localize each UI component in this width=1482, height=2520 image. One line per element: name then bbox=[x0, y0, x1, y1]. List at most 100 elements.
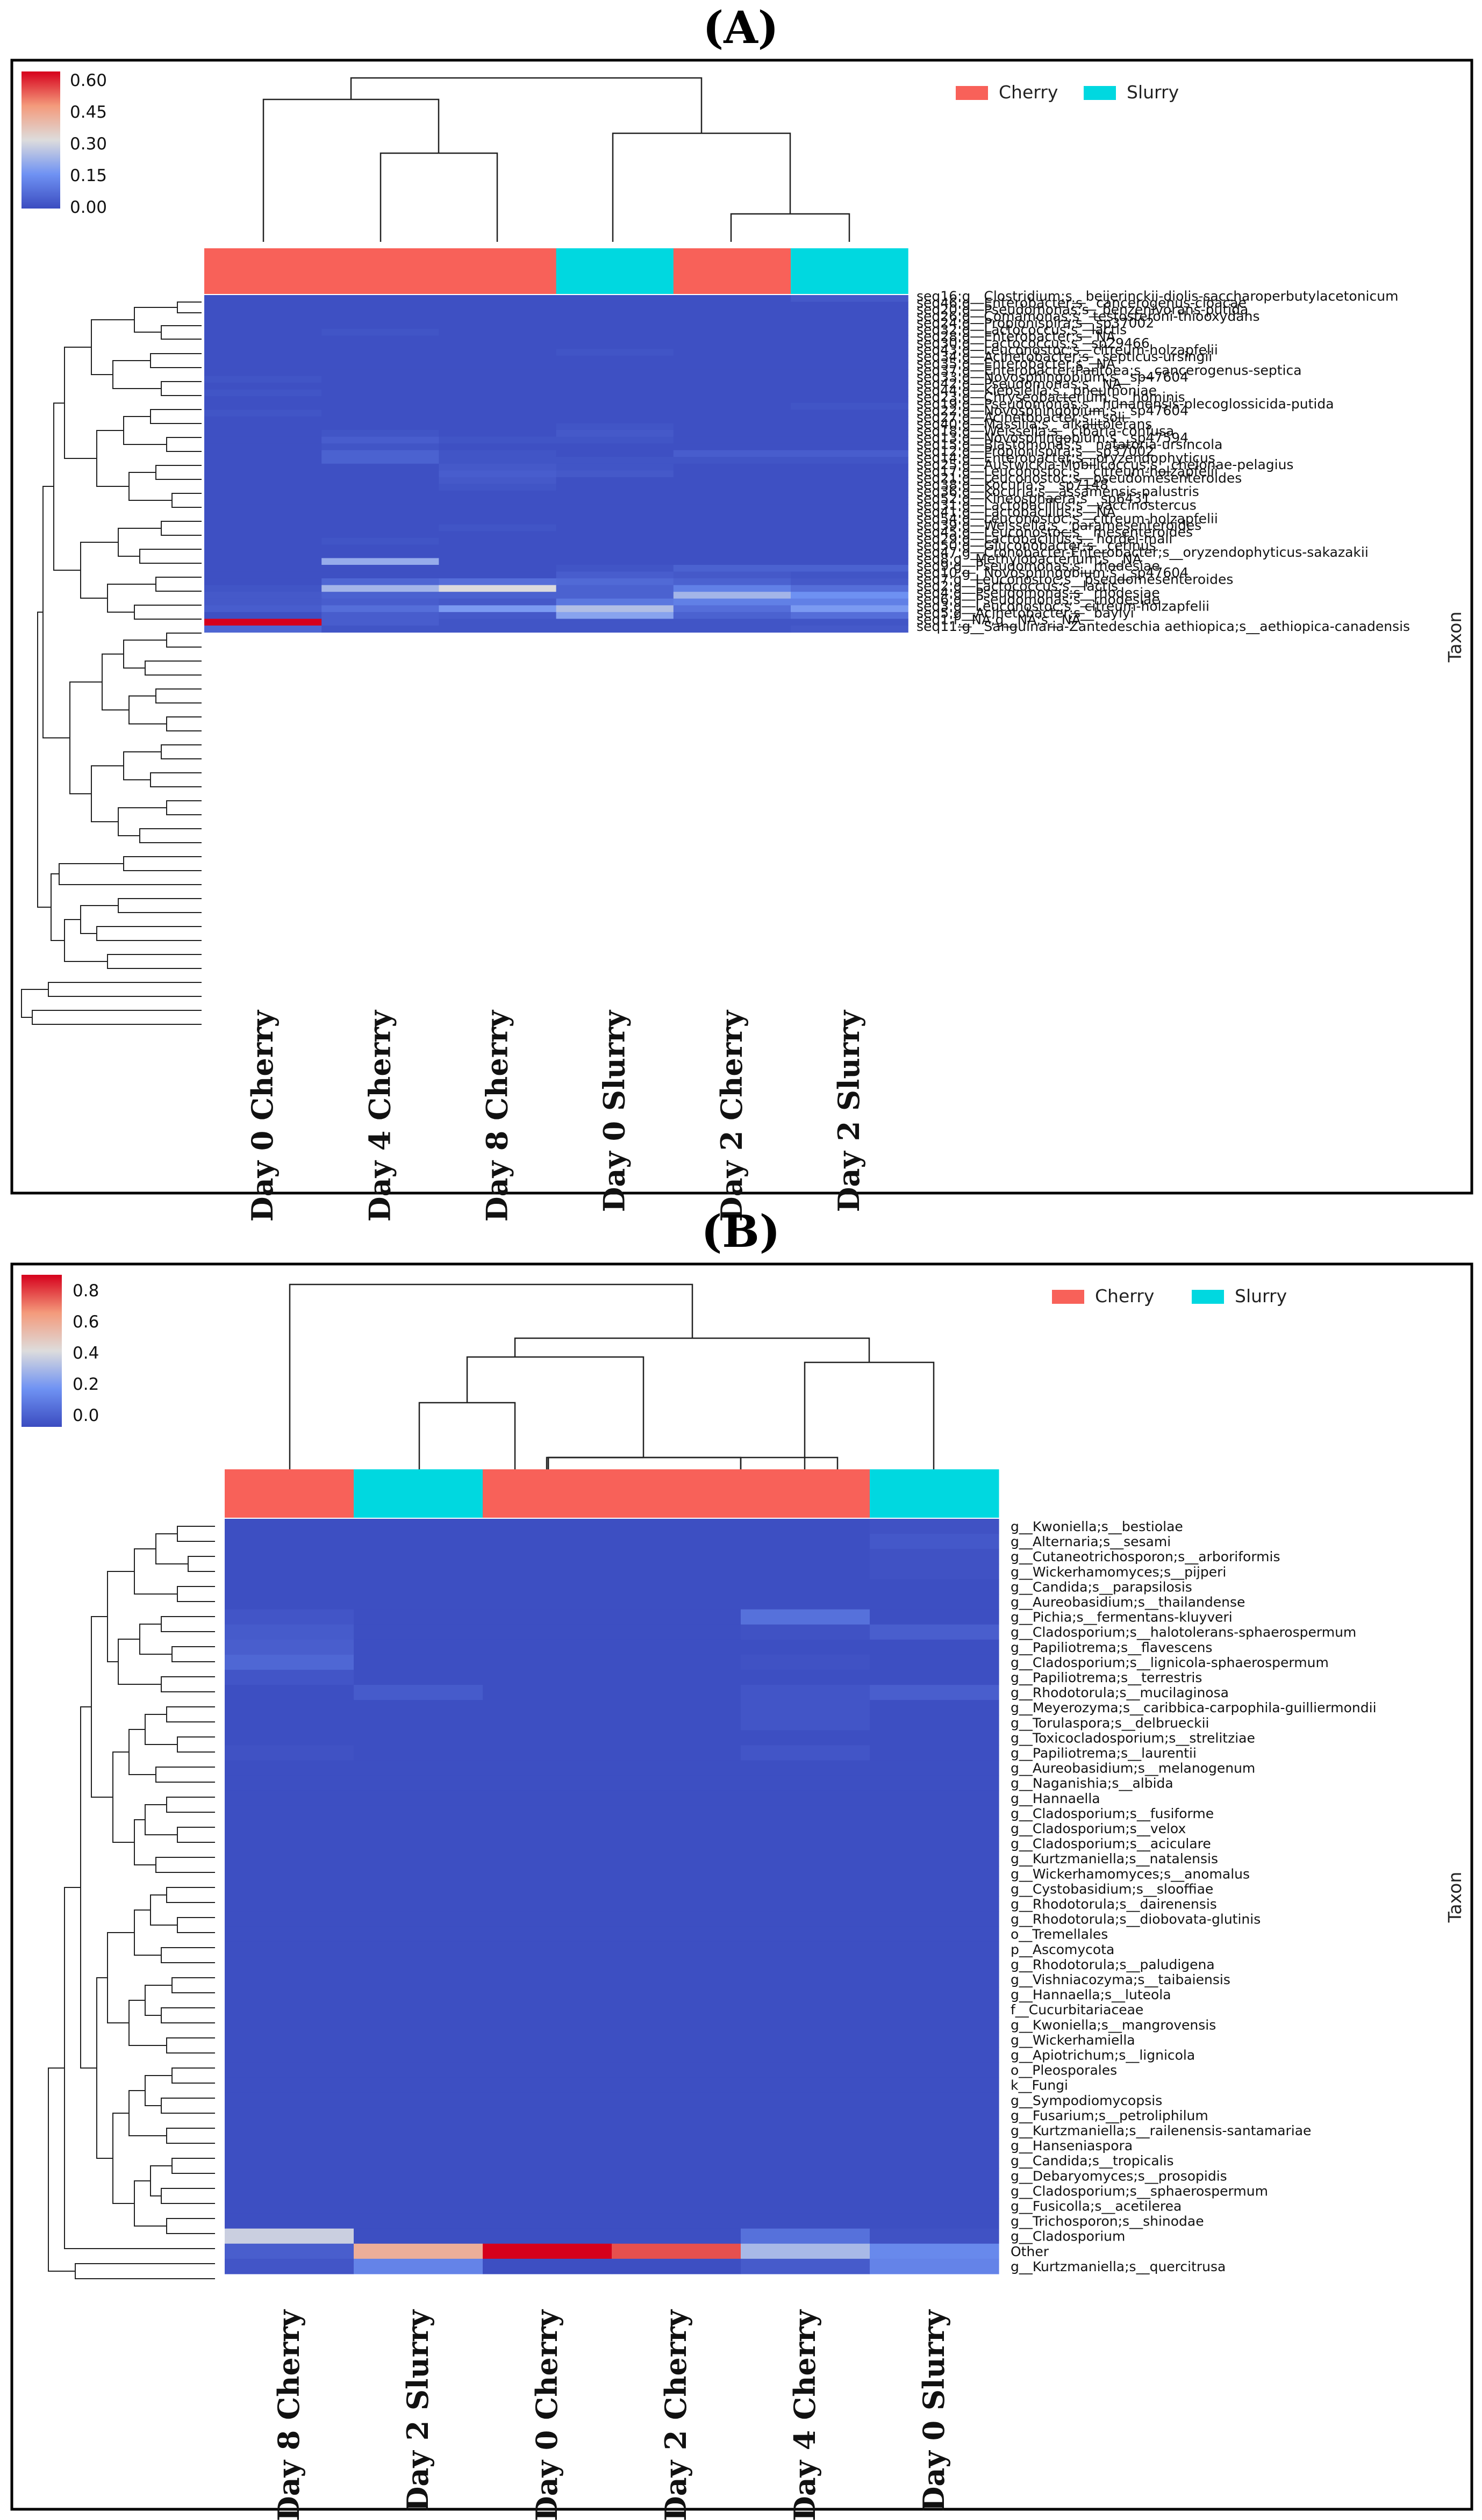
heatmap-cell bbox=[556, 477, 674, 484]
row-label: p__Ascomycota bbox=[1011, 1942, 1114, 1957]
heatmap-cell bbox=[321, 443, 439, 451]
legend-a-swatch-cherry bbox=[956, 86, 988, 100]
heatmap-cell bbox=[321, 403, 439, 410]
colorbar-a-gradient bbox=[22, 71, 60, 209]
heatmap-cell bbox=[321, 335, 439, 343]
heatmap-cell bbox=[673, 430, 791, 437]
heatmap-cell bbox=[225, 2168, 354, 2184]
panel-a-label: (A) bbox=[703, 2, 778, 54]
heatmap-cell bbox=[439, 355, 557, 363]
heatmap-cell bbox=[354, 1881, 483, 1897]
heatmap-cell bbox=[354, 1851, 483, 1866]
heatmap-cell bbox=[439, 416, 557, 424]
heatmap-cell bbox=[483, 1549, 612, 1564]
heatmap-cell bbox=[439, 537, 557, 545]
heatmap-cell bbox=[741, 1745, 870, 1761]
heatmap-cell bbox=[741, 2017, 870, 2033]
heatmap-cell bbox=[483, 1579, 612, 1595]
row-label: Other bbox=[1011, 2244, 1049, 2259]
heatmap-cell bbox=[556, 585, 674, 592]
heatmap-cell bbox=[439, 450, 557, 457]
row-label: g__Pichia;s__fermentans-kluyveri bbox=[1011, 1610, 1233, 1625]
row-label: seq46:g__Enterobacter;s__cancerogenus-cl… bbox=[917, 295, 1247, 311]
heatmap-cell bbox=[556, 301, 674, 309]
row-label: g__Cladosporium;s__lignicola-sphaerosper… bbox=[1011, 1655, 1329, 1670]
heatmap-cell bbox=[870, 2002, 999, 2018]
heatmap-cell bbox=[791, 524, 908, 532]
heatmap-cell bbox=[321, 355, 439, 363]
colorbar-b: 0.8 0.6 0.4 0.2 0.0 bbox=[22, 1275, 99, 1427]
heatmap-cell bbox=[321, 565, 439, 572]
heatmap-cell bbox=[673, 315, 791, 322]
heatmap-cell bbox=[321, 625, 439, 633]
heatmap-cell bbox=[439, 463, 557, 471]
heatmap-cell bbox=[321, 490, 439, 498]
heatmap-cell bbox=[354, 2002, 483, 2018]
heatmap-cell bbox=[673, 558, 791, 565]
heatmap-cell bbox=[791, 598, 908, 606]
y-axis-title-a: Taxon bbox=[1444, 612, 1465, 663]
column-label: Day 0 Cherry bbox=[529, 2309, 564, 2520]
heatmap-cell bbox=[354, 2077, 483, 2093]
heatmap-cell bbox=[556, 463, 674, 471]
heatmap-cell bbox=[204, 619, 322, 626]
heatmap-cell bbox=[204, 598, 322, 606]
heatmap-cell bbox=[225, 1534, 354, 1549]
heatmap-cell bbox=[354, 1700, 483, 1715]
heatmap-cell bbox=[321, 619, 439, 626]
heatmap-cell bbox=[556, 504, 674, 512]
row-labels-b: g__Kwoniella;s__bestiolaeg__Alternaria;s… bbox=[1011, 1519, 1377, 2274]
heatmap-cell bbox=[439, 376, 557, 383]
heatmap-cell bbox=[483, 1639, 612, 1655]
heatmap-cell bbox=[870, 2107, 999, 2123]
row-label: g__Aureobasidium;s__thailandense bbox=[1011, 1595, 1245, 1610]
heatmap-cell bbox=[673, 295, 791, 303]
heatmap-cell bbox=[225, 1715, 354, 1731]
row-label: seq29:g__Lactobacillus;s__hordei-mali bbox=[917, 531, 1172, 547]
heatmap-cell bbox=[870, 1745, 999, 1761]
row-label: seq8:g__Methylobacterium;s__NA bbox=[917, 551, 1142, 567]
row-label: seq10:g__Novosphingobium;s__sp47604 bbox=[917, 565, 1189, 580]
heatmap-cell bbox=[612, 1564, 741, 1580]
heatmap-cell bbox=[204, 605, 322, 613]
heatmap-cell bbox=[556, 605, 674, 613]
heatmap-cell bbox=[204, 396, 322, 404]
heatmap-cell bbox=[354, 2243, 483, 2259]
heatmap-cell bbox=[612, 1972, 741, 1987]
heatmap-cell bbox=[741, 2047, 870, 2063]
heatmap-cell bbox=[556, 355, 674, 363]
heatmap-cell bbox=[556, 436, 674, 444]
row-label: g__Rhodotorula;s__diobovata-glutinis bbox=[1011, 1912, 1261, 1927]
heatmap-cell bbox=[673, 463, 791, 471]
heatmap-cell bbox=[612, 1594, 741, 1610]
row-label: seq40:g__Massilia;s__alkalitolerans bbox=[917, 417, 1152, 432]
heatmap-cell bbox=[354, 2092, 483, 2108]
heatmap-cell bbox=[673, 605, 791, 613]
heatmap-cell bbox=[791, 315, 908, 322]
heatmap-cell bbox=[870, 1670, 999, 1685]
heatmap-cell bbox=[673, 511, 791, 518]
heatmap-cell bbox=[321, 518, 439, 525]
heatmap-cell bbox=[673, 389, 791, 397]
heatmap-cell bbox=[612, 2243, 741, 2259]
heatmap-cell bbox=[870, 2153, 999, 2169]
heatmap-cell bbox=[354, 1760, 483, 1776]
heatmap-cell bbox=[741, 1654, 870, 1670]
heatmap-cell bbox=[612, 2062, 741, 2078]
heatmap-cell bbox=[204, 625, 322, 633]
heatmap-cell bbox=[483, 2092, 612, 2108]
heatmap-cell bbox=[870, 2228, 999, 2244]
heatmap-cell bbox=[354, 2062, 483, 2078]
heatmap-cell bbox=[439, 592, 557, 599]
heatmap-cell bbox=[321, 484, 439, 491]
heatmap-cell bbox=[354, 1564, 483, 1580]
heatmap-cell bbox=[741, 2062, 870, 2078]
heatmap-cell bbox=[225, 1926, 354, 1942]
heatmap-cell bbox=[612, 1896, 741, 1912]
heatmap-cell bbox=[439, 565, 557, 572]
row-label: g__Hannaella;s__luteola bbox=[1011, 1987, 1171, 2002]
heatmap-cell bbox=[483, 2198, 612, 2214]
heatmap-cell bbox=[321, 376, 439, 383]
heatmap-cell bbox=[741, 2123, 870, 2138]
heatmap-cell bbox=[204, 457, 322, 464]
